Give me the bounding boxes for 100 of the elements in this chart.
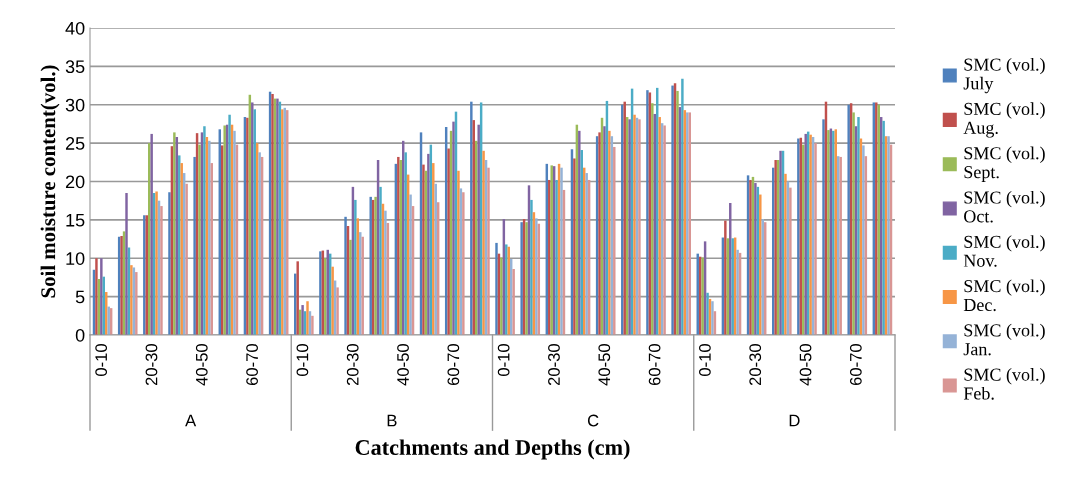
bar bbox=[457, 170, 460, 335]
x-tick-label: 0-10 bbox=[95, 343, 108, 377]
bar bbox=[658, 117, 661, 335]
bar bbox=[852, 112, 855, 335]
legend-label: SMC (vol.) July bbox=[963, 57, 1045, 94]
legend-label: SMC (vol.) Dec. bbox=[963, 279, 1045, 312]
bar bbox=[354, 199, 357, 335]
bar bbox=[573, 158, 576, 335]
bar bbox=[512, 268, 515, 335]
bar bbox=[857, 117, 860, 335]
bar bbox=[560, 167, 563, 335]
bar bbox=[135, 272, 138, 335]
x-tick-label: 0-10 bbox=[699, 343, 711, 377]
legend-label: SMC (vol.) Aug. bbox=[963, 102, 1045, 138]
legend-label: SMC (vol.) Jan. bbox=[963, 323, 1045, 356]
bar bbox=[384, 210, 387, 335]
bar bbox=[598, 132, 601, 335]
bar bbox=[822, 119, 825, 335]
bar bbox=[495, 242, 498, 335]
bar bbox=[585, 173, 588, 335]
bar bbox=[296, 261, 299, 335]
bar bbox=[361, 236, 364, 335]
bar bbox=[427, 153, 430, 335]
text: C bbox=[587, 414, 599, 427]
bar bbox=[180, 163, 183, 335]
bar bbox=[185, 183, 188, 335]
bar bbox=[651, 103, 654, 335]
bar bbox=[379, 186, 382, 335]
legend-label: SMC (vol.) Feb. bbox=[963, 368, 1045, 400]
bar bbox=[331, 266, 334, 335]
bar bbox=[95, 258, 98, 335]
bar bbox=[336, 287, 339, 335]
bar bbox=[404, 152, 407, 335]
bar bbox=[344, 216, 347, 335]
bar bbox=[482, 150, 485, 335]
bar bbox=[251, 102, 254, 335]
bar bbox=[681, 78, 684, 335]
legend-label: SMC (vol.) Sept. bbox=[964, 146, 1045, 182]
bar bbox=[462, 192, 465, 335]
y-tick-label: 20 bbox=[65, 175, 85, 189]
bar bbox=[198, 144, 201, 335]
text: A bbox=[185, 414, 197, 427]
bar bbox=[706, 292, 709, 335]
x-axis-title: Catchments and Depths (cm) bbox=[355, 439, 630, 460]
bar bbox=[452, 121, 455, 335]
bar bbox=[784, 173, 787, 335]
text: D bbox=[789, 414, 800, 427]
bar bbox=[228, 114, 231, 335]
bar bbox=[447, 148, 450, 335]
legend-label: SMC (vol.) Nov. bbox=[963, 235, 1045, 267]
x-tick-label: 0-10 bbox=[497, 343, 510, 377]
bar bbox=[203, 126, 206, 335]
bar bbox=[160, 206, 163, 335]
bar bbox=[150, 133, 153, 335]
bar bbox=[676, 90, 679, 335]
bar bbox=[555, 179, 558, 335]
x-tick-label: 40-50 bbox=[598, 343, 611, 386]
bar bbox=[759, 194, 762, 335]
x-tick-label: 20-30 bbox=[548, 343, 560, 386]
bar bbox=[862, 145, 865, 335]
x-tick-label: 0-10 bbox=[296, 343, 309, 377]
legend-label: SMC (vol.) Oct. bbox=[964, 190, 1045, 223]
bar bbox=[530, 199, 533, 335]
x-tick-label: 20-30 bbox=[346, 343, 359, 386]
bar bbox=[168, 192, 171, 335]
bar bbox=[349, 239, 352, 335]
bar bbox=[422, 164, 425, 335]
bar bbox=[535, 218, 538, 335]
bar bbox=[724, 220, 727, 335]
bar bbox=[432, 163, 435, 335]
bar bbox=[578, 130, 581, 335]
x-tick-label: 20-30 bbox=[145, 343, 158, 386]
bar bbox=[173, 132, 176, 335]
bar bbox=[613, 146, 616, 335]
bar bbox=[258, 152, 261, 335]
bar bbox=[324, 258, 327, 335]
bar bbox=[487, 167, 490, 335]
x-tick-label: 60-70 bbox=[849, 343, 862, 386]
y-tick-label: 5 bbox=[75, 290, 85, 304]
bar bbox=[397, 156, 400, 335]
bar bbox=[311, 315, 314, 335]
x-tick-label: 60-70 bbox=[648, 343, 661, 386]
x-tick-label: 40-50 bbox=[799, 343, 812, 386]
bar bbox=[193, 156, 196, 335]
x-tick-label: 60-70 bbox=[246, 343, 258, 386]
bar bbox=[306, 301, 309, 335]
bar bbox=[802, 144, 805, 335]
y-tick-label: 35 bbox=[65, 60, 85, 74]
bar bbox=[789, 187, 792, 335]
bar bbox=[409, 194, 412, 335]
y-tick-label: 15 bbox=[66, 214, 85, 227]
bar bbox=[470, 101, 473, 335]
bar bbox=[500, 257, 503, 335]
y-tick-label: 10 bbox=[66, 252, 85, 265]
bar bbox=[608, 130, 611, 335]
x-tick-label: 40-50 bbox=[397, 343, 409, 386]
y-axis-title: Soil moisture content(vol.) bbox=[40, 65, 60, 298]
text: B bbox=[387, 414, 397, 427]
x-tick-label: 20-30 bbox=[749, 343, 762, 386]
bar bbox=[814, 143, 817, 335]
